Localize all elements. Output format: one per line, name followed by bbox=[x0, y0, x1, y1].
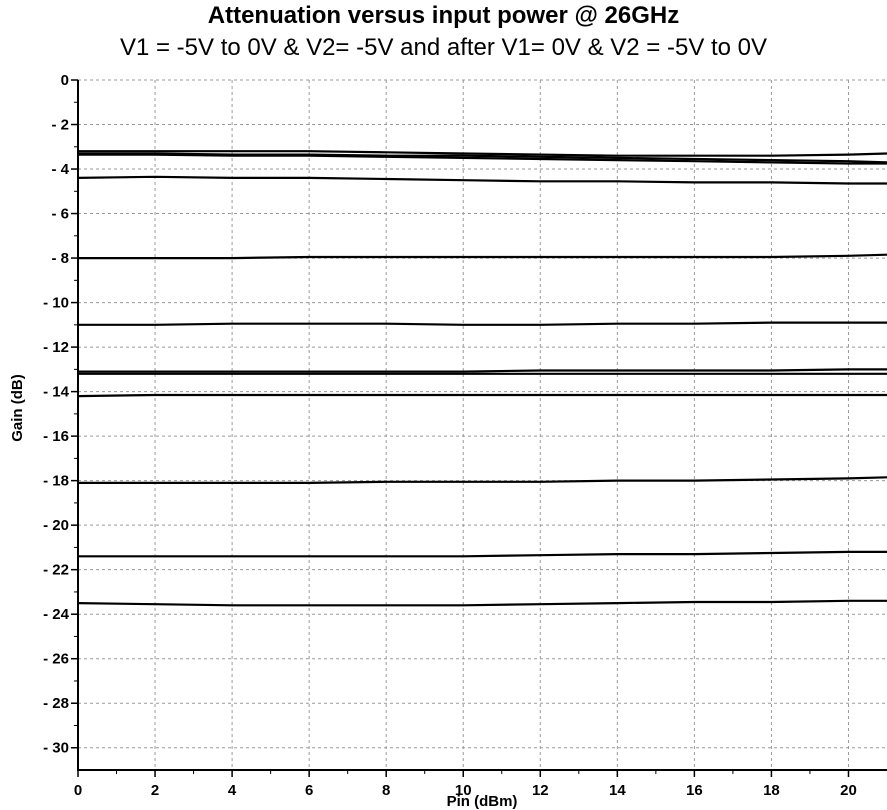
label-layer: 0 - 2 - 4 - 6 - 8 - 10 - 12 - 14 - 16 - 18 - 20 - 2… bbox=[43, 72, 857, 799]
x-tick-label: 18 bbox=[763, 782, 780, 799]
chart-subtitle: V1 = -5V to 0V & V2= -5V and after V1= 0… bbox=[119, 34, 768, 61]
x-tick-label: 10 bbox=[455, 782, 472, 799]
y-tick-label: - 18 bbox=[43, 473, 69, 490]
series-line-3 bbox=[78, 153, 887, 165]
series-line-1 bbox=[78, 150, 887, 157]
y-tick-label: - 8 bbox=[51, 250, 69, 267]
x-tick-label: 2 bbox=[151, 782, 159, 799]
series-line-6 bbox=[78, 321, 887, 326]
y-tick-label: - 16 bbox=[43, 428, 69, 445]
axis-layer bbox=[71, 79, 887, 777]
x-tick-label: 8 bbox=[382, 782, 390, 799]
y-tick-label: - 2 bbox=[51, 117, 69, 134]
y-axis-label: Gain (dB) bbox=[9, 374, 26, 442]
chart-title: Attenuation versus input power @ 26GHz bbox=[207, 2, 680, 29]
series-line-9 bbox=[77, 393, 887, 398]
y-tick-label: - 24 bbox=[43, 606, 70, 623]
series-line-5 bbox=[78, 253, 887, 260]
y-tick-label: - 4 bbox=[51, 161, 69, 178]
series-line-4 bbox=[77, 175, 887, 185]
y-tick-label: - 12 bbox=[43, 339, 69, 356]
x-tick-label: 0 bbox=[74, 782, 82, 799]
x-tick-label: 4 bbox=[228, 782, 237, 799]
y-tick-label: - 28 bbox=[43, 695, 69, 712]
series-line-11 bbox=[78, 550, 887, 558]
y-tick-label: - 6 bbox=[51, 206, 69, 223]
y-tick-label: - 14 bbox=[43, 384, 70, 401]
y-tick-label: 0 bbox=[61, 72, 69, 89]
y-tick-label: - 30 bbox=[43, 740, 69, 757]
x-tick-label: 16 bbox=[686, 782, 703, 799]
series-line-12 bbox=[77, 599, 887, 607]
grid-layer bbox=[78, 79, 887, 770]
y-tick-label: - 26 bbox=[43, 651, 69, 668]
series-layer bbox=[77, 150, 887, 607]
y-tick-label: - 20 bbox=[43, 517, 69, 534]
y-tick-label: - 22 bbox=[43, 562, 69, 579]
series-line-7 bbox=[78, 368, 887, 373]
y-tick-label: - 10 bbox=[43, 295, 69, 312]
x-axis-label: Pin (dBm) bbox=[447, 793, 518, 810]
series-line-10 bbox=[78, 476, 887, 484]
x-tick-label: 20 bbox=[840, 782, 857, 799]
x-tick-label: 12 bbox=[532, 782, 549, 799]
x-tick-label: 14 bbox=[609, 782, 626, 799]
x-tick-label: 6 bbox=[305, 782, 313, 799]
